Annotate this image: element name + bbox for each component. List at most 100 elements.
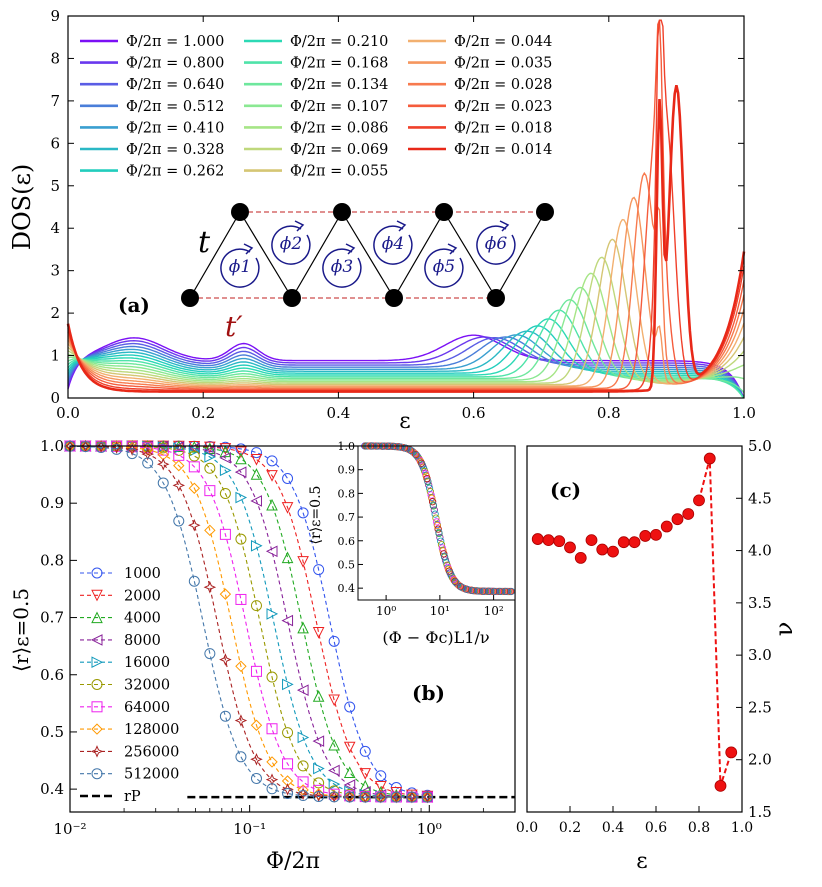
inset-marker	[446, 569, 454, 577]
panel-c-ytick-label: 4.5	[748, 489, 772, 507]
inset-ytick-label: 0.9	[338, 464, 356, 477]
panel-b-marker	[188, 450, 200, 462]
panel-c-points	[531, 452, 738, 792]
inset-ytick-label: 0.5	[338, 558, 356, 571]
panel-a-ytick-label: 2	[50, 304, 60, 322]
panel-b-marker	[328, 791, 340, 803]
panel-b-marker	[344, 791, 356, 803]
inset-marker	[425, 484, 434, 492]
panel-b-marker	[91, 723, 103, 735]
panel-b-marker	[141, 447, 154, 461]
panel-c-point	[693, 494, 705, 507]
panel-a-xtick-label: 1.0	[732, 404, 756, 422]
panel-c-xtick-label: 0.4	[602, 820, 624, 836]
panel-c-ytick-label: 2.0	[748, 751, 772, 769]
panel-b-xtick-label: 10⁻²	[53, 820, 86, 838]
legend-entry: Φ/2π = 0.023	[454, 99, 552, 115]
inset-marker	[435, 528, 443, 537]
panel-b-curve	[70, 445, 434, 798]
panel-a-label: (a)	[118, 293, 150, 317]
dos-curve	[67, 256, 745, 384]
inset-marker	[434, 525, 442, 533]
flux-label: ϕ1	[229, 257, 251, 277]
panel-a-lines	[66, 19, 746, 398]
panel-b-inset-frame	[357, 445, 516, 601]
panel-c-point	[617, 536, 630, 549]
inset-marker	[417, 459, 426, 467]
panel-b-marker	[312, 690, 325, 702]
panel-b-ytick-label: 0.5	[40, 723, 64, 741]
panel-c-ytick-label: 3.5	[748, 594, 772, 612]
legend-entry: Φ/2π = 0.134	[290, 77, 388, 93]
panel-a-ytick-label: 3	[50, 262, 60, 280]
panel-c-point	[682, 508, 695, 520]
flux-loops: ϕ1 ϕ2 ϕ3 ϕ4 ϕ5 ϕ6	[220, 220, 516, 288]
panel-a-xtick-label: 0.4	[326, 404, 350, 422]
panel-b-marker	[250, 665, 262, 677]
flux-arrow	[499, 220, 510, 232]
dos-curve	[67, 325, 745, 398]
inset-ytick-label: 0.8	[338, 487, 356, 500]
panel-b-marker	[281, 551, 294, 564]
panel-a-ytick-label: 4	[50, 219, 60, 237]
panel-b-frame	[69, 445, 516, 813]
inset-marker	[424, 477, 432, 485]
panel-b-marker	[281, 775, 294, 787]
dos-curve	[66, 85, 746, 393]
inset-ytick-label: 1.0	[338, 440, 356, 453]
panel-b-marker	[296, 684, 309, 696]
dos-curve	[67, 334, 745, 398]
inset-marker	[427, 491, 435, 499]
panel-b-marker	[188, 482, 201, 494]
inset-marker	[428, 498, 437, 506]
inset-marker	[463, 585, 471, 593]
panel-c-point	[607, 545, 619, 558]
panel-c-label: (c)	[550, 478, 581, 502]
legend-entry: Φ/2π = 0.044	[454, 34, 552, 50]
inset-marker	[491, 587, 499, 596]
inset-marker	[474, 587, 482, 595]
panel-b-marker	[266, 756, 278, 768]
inset-xtick-label: 10⁰	[376, 604, 396, 618]
panel-b-marker	[343, 741, 356, 754]
panel-b-marker	[219, 528, 231, 540]
dos-curve	[67, 334, 745, 398]
panel-b-curve	[70, 445, 434, 798]
legend-entry: Φ/2π = 0.018	[454, 120, 552, 136]
panel-b-marker	[91, 679, 103, 690]
panel-b-marker	[91, 567, 103, 579]
lattice-site	[333, 203, 351, 221]
flux-label: ϕ5	[433, 257, 455, 277]
legend-entry: 128000	[124, 722, 179, 738]
legend-entry: Φ/2π = 0.800	[126, 56, 224, 72]
panel-c-xtick-label: 0.6	[645, 820, 667, 836]
panel-b-marker	[142, 442, 154, 454]
panel-a: 0.0 0.2 0.4 0.6 0.8 1.0 0 1 2 3 4 5 6 7 8 9 Φ/2π = 1.00…	[8, 7, 756, 434]
panel-c-point	[639, 530, 652, 542]
inset-marker	[433, 521, 442, 530]
panel-b-marker	[281, 614, 294, 627]
dos-curve	[67, 171, 745, 390]
panel-c-point	[714, 779, 727, 792]
legend-entry: Φ/2π = 1.000	[126, 34, 224, 50]
panel-b-marker	[375, 791, 387, 803]
flux-loop	[424, 248, 464, 288]
panel-a-legend: Φ/2π = 1.000 Φ/2π = 0.800 Φ/2π = 0.640 Φ/2π…	[80, 34, 552, 180]
flux-loop	[373, 225, 413, 265]
legend-entry: Φ/2π = 0.410	[126, 120, 224, 136]
panel-b-marker	[297, 621, 309, 634]
panel-a-xtick-label: 0.6	[462, 404, 486, 422]
panel-b-ytick-label: 0.7	[40, 609, 64, 627]
panel-a-xlabel: ε	[399, 409, 410, 434]
lattice-inset: ϕ1 ϕ2 ϕ3 ϕ4 ϕ5 ϕ6 t t′	[181, 203, 554, 343]
t-bonds	[189, 210, 546, 300]
flux-loop	[476, 225, 516, 265]
inset-marker	[396, 443, 404, 451]
panel-b-ytick-label: 1.0	[40, 437, 64, 455]
inset-marker	[426, 488, 434, 496]
panel-b-marker	[90, 634, 103, 646]
inset-marker	[440, 552, 449, 560]
panel-c-point	[703, 452, 716, 465]
flux-loop	[220, 248, 260, 288]
panel-b-marker	[172, 479, 186, 492]
